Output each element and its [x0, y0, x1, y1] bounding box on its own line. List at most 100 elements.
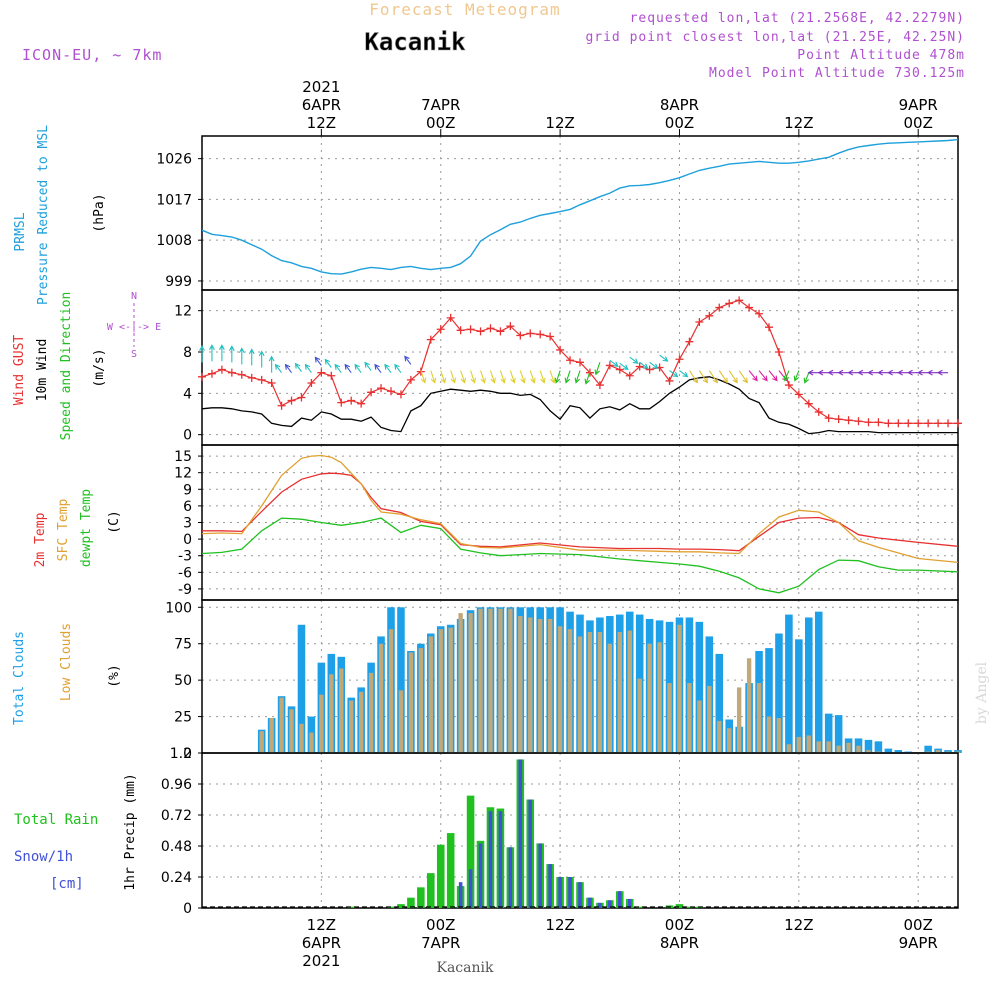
- low-cloud-bar: [279, 697, 284, 753]
- wind-frame: [201, 289, 959, 446]
- low-cloud-bar: [518, 616, 523, 753]
- gust-marker: [794, 390, 803, 399]
- clouds-ytick-label: 100: [165, 600, 192, 616]
- snow-bar: [598, 902, 602, 908]
- gust-marker: [784, 381, 793, 390]
- low-cloud-bar: [746, 658, 752, 753]
- wind-arrow: [344, 363, 352, 373]
- gust-marker: [387, 387, 395, 396]
- low-cloud-bar: [647, 643, 652, 753]
- snow-bar: [558, 877, 562, 908]
- dewpt-line: [201, 517, 959, 594]
- snow-bar: [528, 799, 533, 908]
- gust-marker: [904, 419, 913, 428]
- wind-arrow: [334, 363, 342, 373]
- top-axis-label: 9APR: [899, 96, 938, 114]
- low-cloud-bar: [309, 732, 314, 753]
- gust-marker: [675, 355, 684, 364]
- wind-arrow: [268, 355, 275, 373]
- rain-bar: [427, 873, 435, 908]
- low-cloud-bar: [677, 624, 682, 753]
- total-cloud-bar: [297, 624, 306, 753]
- wind-arrow: [649, 361, 659, 370]
- gust-marker: [665, 376, 674, 385]
- snow-bar: [548, 864, 552, 908]
- wind-unit: (m/s): [92, 348, 107, 387]
- model-label: ICON-EU, ~ 7km: [22, 46, 162, 64]
- t2m-label: 2m Temp: [33, 512, 48, 567]
- low-cloud-bar: [756, 683, 762, 753]
- wind-arrow: [384, 363, 392, 373]
- wind-ytick-label: 8: [183, 345, 192, 361]
- low-cloud-bar: [557, 626, 563, 753]
- gust-marker: [446, 313, 455, 322]
- rain-bar: [446, 833, 455, 908]
- low-cloud-bar: [408, 652, 414, 753]
- total-cloud-bar: [864, 739, 873, 753]
- wind-arrow: [877, 369, 889, 376]
- wind-arrow: [480, 370, 486, 384]
- low-cloud-bar: [717, 720, 722, 753]
- wind-arrow: [274, 363, 283, 373]
- wind-arrow: [314, 356, 322, 366]
- low-cloud-bar: [637, 678, 642, 753]
- bottom-axis-label: 12Z: [784, 916, 813, 934]
- pressure-ytick-label: 1008: [156, 233, 192, 249]
- clouds-unit: (%): [107, 664, 122, 687]
- low-cloud-bar: [856, 745, 861, 753]
- gust-marker: [854, 417, 863, 426]
- bottom-axis-label: 12Z: [545, 916, 574, 934]
- gust-marker: [267, 379, 276, 387]
- wind-arrow: [529, 370, 536, 384]
- gust-marker: [814, 407, 823, 416]
- wind-ytick-label: 4: [183, 386, 192, 402]
- snow-label: Snow/1h: [14, 849, 73, 865]
- gust-marker: [367, 388, 376, 397]
- total-cloud-bar: [874, 741, 883, 753]
- requested-coords: requested lon,lat (21.2568E, 42.2279N): [630, 11, 965, 26]
- low-cloud-bar: [736, 687, 742, 753]
- gust-marker: [834, 415, 843, 424]
- precip-ytick-label: 0: [183, 901, 192, 917]
- wind-arrow: [219, 344, 225, 362]
- rain-bar: [407, 897, 415, 908]
- gust-marker: [466, 325, 475, 334]
- wind-arrow: [907, 369, 919, 376]
- gust-marker: [536, 330, 545, 339]
- temp-ytick-label: 6: [183, 499, 192, 515]
- low-cloud-bar: [707, 685, 712, 753]
- clouds-panel: 0 25 50 75 100: [165, 599, 962, 762]
- low-cloud-bar: [776, 718, 782, 753]
- low-cloud-bar: [567, 629, 573, 753]
- gust-marker: [645, 365, 654, 374]
- location-title: Kacanik: [364, 28, 466, 56]
- rain-bar: [417, 887, 425, 908]
- precip-ytick-label: 0.72: [161, 808, 192, 824]
- gust-marker: [217, 365, 226, 374]
- rain-bar: [466, 795, 475, 908]
- speed-direction-label: Speed and Direction: [59, 292, 74, 441]
- wind-arrow: [688, 370, 699, 384]
- low-cloud-bar: [547, 618, 553, 753]
- gust-marker: [576, 358, 584, 367]
- gust-marker: [207, 369, 216, 378]
- wind-ytick-label: 0: [183, 428, 192, 444]
- gust-marker: [934, 419, 943, 428]
- bottom-axis-label: 6APR: [302, 934, 341, 952]
- gust-marker: [516, 331, 525, 340]
- low-cloud-bar: [697, 700, 702, 753]
- wind-arrow: [519, 370, 526, 384]
- gust-marker: [705, 311, 714, 320]
- wind-arrow: [708, 370, 718, 384]
- wind-arrow: [827, 369, 839, 376]
- wind-arrow: [768, 370, 778, 382]
- compass-north: N: [131, 291, 137, 302]
- wind-arrow: [324, 358, 332, 368]
- low-cloud-bar: [836, 745, 841, 753]
- total-cloud-bar: [785, 614, 793, 753]
- bottom-axis-label: 00Z: [665, 916, 694, 934]
- gust-marker: [745, 303, 754, 312]
- gust-marker: [944, 419, 953, 428]
- wind-arrow: [584, 371, 591, 385]
